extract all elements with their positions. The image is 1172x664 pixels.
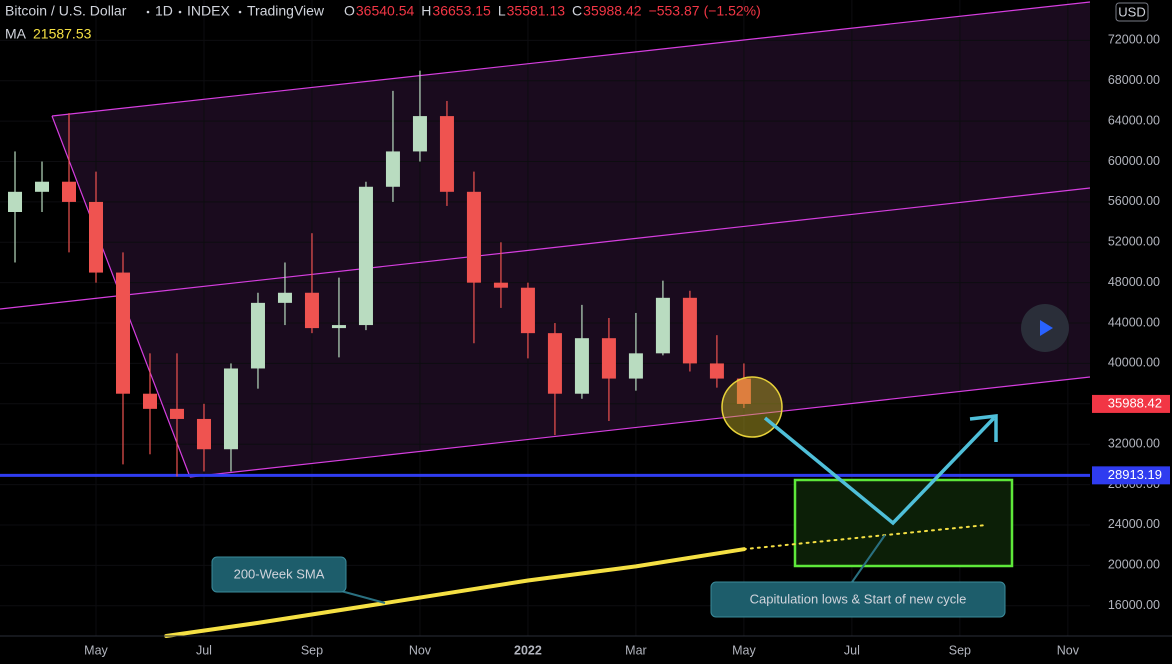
candle-body	[385, 151, 400, 187]
y-tick-label: 52000.00	[1108, 235, 1160, 249]
x-tick-label: May	[84, 643, 108, 657]
y-tick-label: 68000.00	[1108, 73, 1160, 87]
symbol-title: Bitcoin / U.S. Dollar	[5, 3, 127, 19]
play-icon[interactable]	[1040, 320, 1053, 336]
candle-body	[8, 191, 23, 212]
legend-change: −553.87	[649, 3, 700, 19]
separator	[178, 10, 182, 14]
callout-text: Capitulation lows & Start of new cycle	[750, 591, 967, 606]
callout-box	[211, 556, 347, 593]
x-tick-label: Nov	[409, 643, 432, 657]
price-label: 28913.19	[1108, 467, 1162, 482]
candle-body	[547, 333, 562, 394]
candle-body	[223, 368, 238, 450]
candle-body	[412, 116, 427, 152]
candle-body	[169, 408, 184, 419]
source: TradingView	[247, 3, 325, 19]
y-tick-label: 44000.00	[1108, 315, 1160, 329]
separator	[238, 10, 242, 14]
legend-value: 35581.13	[507, 3, 566, 19]
x-tick-label: Nov	[1057, 643, 1080, 657]
y-tick-label: 72000.00	[1108, 33, 1160, 47]
channel-upper	[51, 1, 1091, 117]
x-tick-label: Sep	[301, 643, 323, 657]
separator	[146, 10, 150, 14]
arrow-head	[969, 414, 998, 442]
candle-body	[196, 418, 211, 450]
channel-middle	[0, 187, 1091, 310]
ma-label: MA	[5, 26, 27, 42]
y-tick-label: 24000.00	[1108, 517, 1160, 531]
y-tick-label: 48000.00	[1108, 275, 1160, 289]
legend-change-percent: (−1.52%)	[704, 3, 761, 19]
x-tick-label: Sep	[949, 643, 971, 657]
interval: 1D	[155, 3, 173, 19]
plot	[0, 70, 1090, 638]
candle-body	[682, 297, 697, 364]
currency[interactable]: USD	[1118, 4, 1145, 19]
ma-value: 21587.53	[33, 26, 92, 42]
x-tick-label: Jul	[196, 643, 212, 657]
ohlc-legend: O 36540.54 H 36653.15 L 35581.13 C 35988.42 −553…	[344, 3, 761, 19]
projection-arrow	[763, 416, 996, 526]
candle-body	[35, 181, 50, 192]
legend-value: 36653.15	[432, 3, 491, 19]
y-tick-label: 40000.00	[1108, 356, 1160, 370]
highlight-circle	[721, 376, 783, 438]
legend-key: H	[421, 3, 431, 19]
candle-body	[520, 287, 535, 334]
candle-body	[736, 378, 751, 404]
y-tick-label: 16000.00	[1108, 598, 1160, 612]
sma-projection	[742, 523, 988, 551]
x-tick-label: 2022	[514, 643, 542, 657]
exchange: INDEX	[187, 3, 230, 19]
axes: 16000.0020000.0024000.0028000.0032000.00…	[84, 33, 1170, 657]
price-label: 35988.42	[1108, 395, 1162, 410]
candle-body	[358, 186, 373, 326]
sma-line	[164, 547, 746, 638]
candle-body	[466, 191, 481, 283]
x-tick-label: Jul	[844, 643, 860, 657]
y-tick-label: 64000.00	[1108, 113, 1160, 127]
target-zone	[793, 478, 1014, 568]
candle-body	[439, 116, 454, 192]
x-tick-label: May	[732, 643, 756, 657]
candle-body	[574, 338, 589, 394]
legend-key: O	[344, 3, 355, 19]
candle-body	[655, 297, 670, 354]
legend-key: L	[498, 3, 506, 19]
y-tick-label: 32000.00	[1108, 436, 1160, 450]
channel-lower	[189, 376, 1091, 478]
x-tick-label: Mar	[625, 643, 647, 657]
callout-box	[710, 581, 1006, 618]
legend-value: 36540.54	[356, 3, 415, 19]
candle-body	[115, 272, 130, 394]
legend-key: C	[572, 3, 582, 19]
candle-body	[709, 363, 724, 379]
channel	[0, 1, 1091, 478]
price-label-box	[1092, 466, 1170, 485]
candle-body	[601, 338, 616, 379]
candle-body	[277, 292, 292, 303]
candle-body	[88, 201, 103, 273]
candle-body	[142, 393, 157, 409]
candle-body	[331, 325, 346, 329]
legend-value: 35988.42	[583, 3, 642, 19]
candle-body	[628, 353, 643, 379]
y-tick-label: 56000.00	[1108, 194, 1160, 208]
candle-body	[493, 282, 508, 288]
candle-body	[304, 292, 319, 329]
y-tick-label: 20000.00	[1108, 558, 1160, 572]
y-tick-label: 60000.00	[1108, 154, 1160, 168]
currency-box[interactable]	[1115, 2, 1149, 22]
candle-body	[62, 181, 77, 202]
callout-pointer	[849, 534, 886, 586]
price-axis	[1090, 0, 1172, 636]
callout-text: 200-Week SMA	[234, 566, 325, 581]
candle-body	[250, 302, 265, 369]
price-label-box	[1092, 394, 1170, 413]
